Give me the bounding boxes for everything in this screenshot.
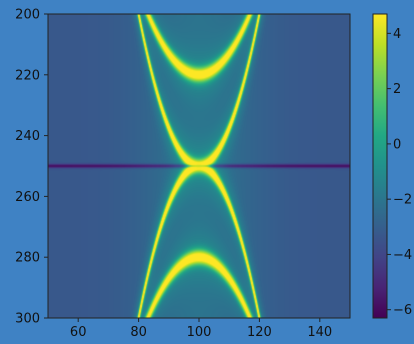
colorbar-tick-label: −2	[393, 193, 412, 208]
heatmap-image	[48, 14, 350, 318]
x-tick-label: 80	[130, 325, 147, 340]
colorbar	[372, 13, 388, 319]
x-axis: 60 80 100 120 140	[70, 318, 332, 340]
x-tick-label: 140	[307, 325, 332, 340]
y-tick-label: 220	[15, 68, 40, 83]
colorbar-tick-label: 2	[393, 82, 401, 97]
x-tick-label: 60	[70, 325, 87, 340]
y-tick-label: 280	[15, 251, 40, 266]
y-tick-label: 200	[15, 8, 40, 23]
y-tick-label: 300	[15, 312, 40, 327]
colorbar-tick-label: 0	[393, 137, 401, 152]
y-tick-label: 240	[15, 129, 40, 144]
colorbar-tick-label: −4	[393, 248, 412, 263]
colorbar-tick-label: −6	[393, 303, 412, 318]
y-tick-label: 260	[15, 190, 40, 205]
colorbar-tick-label: 4	[393, 27, 401, 42]
x-tick-label: 100	[187, 325, 212, 340]
colorbar-axis: 4 2 0 −2 −4 −6	[387, 27, 412, 318]
x-tick-label: 120	[247, 325, 272, 340]
y-axis: 200 220 240 260 280 300	[15, 8, 48, 327]
